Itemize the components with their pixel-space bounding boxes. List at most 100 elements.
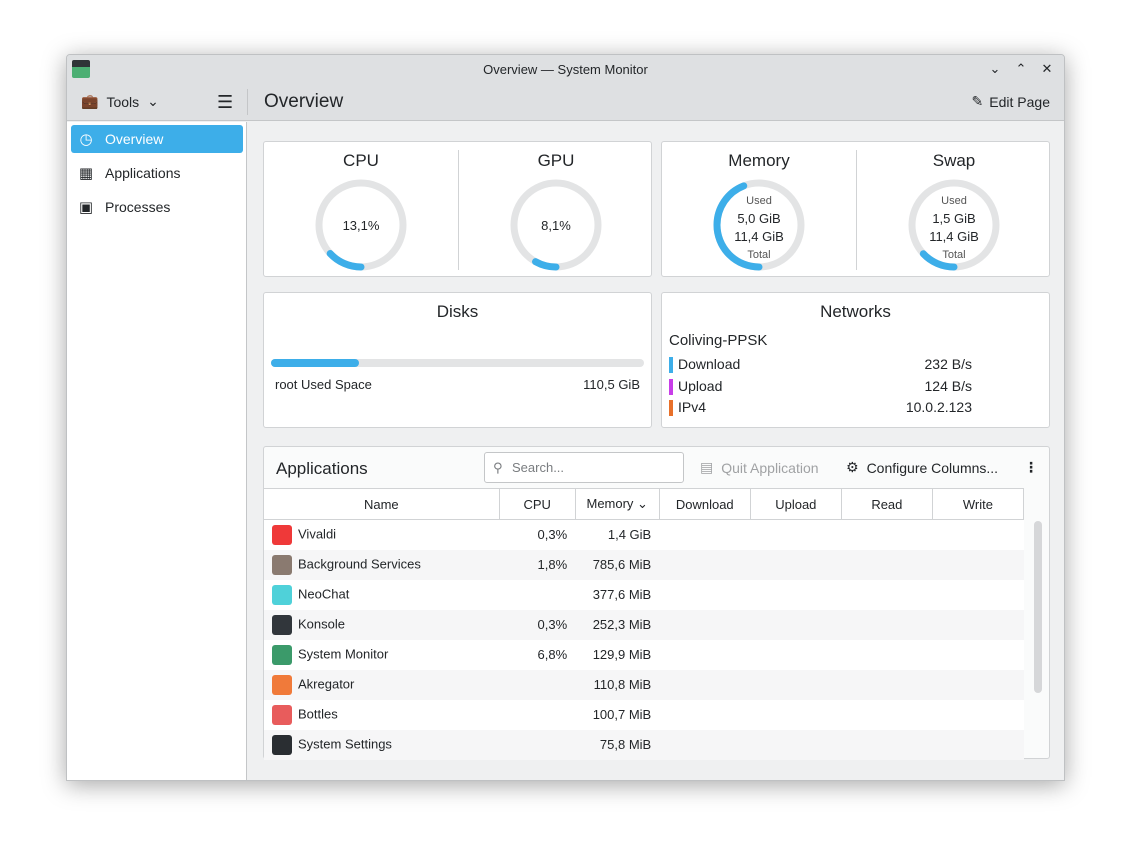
page-title: Overview — [264, 91, 344, 112]
memory-used: 5,0 GiB — [737, 211, 781, 226]
memory-gauge: Memory Used 5,0 GiB 11,4 GiB Total — [662, 142, 856, 277]
cpu-title: CPU — [343, 151, 379, 170]
window: Overview — System Monitor ⌄ ⌃ ✕ 💼 Tools … — [66, 54, 1065, 781]
column-header-download[interactable]: Download — [659, 488, 751, 520]
sidebar-item-applications[interactable]: ▦ Applications — [71, 159, 243, 187]
column-header-memory[interactable]: Memory ⌄ — [575, 488, 660, 520]
app-memory: 100,7 MiB — [592, 707, 652, 722]
applications-card: Applications ⚲ Search... ▤ Quit Applicatio… — [263, 446, 1050, 760]
app-name-text: Bottles — [298, 705, 338, 721]
row-value: 10.0.2.123 — [905, 399, 972, 415]
sidebar-item-label: Processes — [105, 199, 171, 215]
app-name: Bottles — [264, 700, 499, 730]
quit-application-button[interactable]: ▤ Quit Application — [700, 459, 819, 476]
app-memory: 110,8 MiB — [575, 669, 660, 700]
total-label: Total — [747, 249, 771, 261]
window-title: Overview — System Monitor — [483, 61, 648, 77]
app-name: Vivaldi — [264, 520, 499, 550]
disk-label: root Used Space — [275, 377, 372, 392]
memory-total: 11,4 GiB — [734, 229, 784, 244]
app-cpu: 0,3% — [537, 527, 568, 543]
app-name: System Settings — [264, 729, 500, 760]
app-cpu — [499, 729, 576, 760]
grid-icon: ▦ — [78, 165, 94, 182]
cpu-gpu-card: CPU 13,1% GPU 8,1% — [263, 141, 652, 277]
swap-title: Swap — [932, 151, 976, 170]
terminal-window-icon: ▣ — [78, 199, 94, 216]
gauge-fill — [315, 179, 407, 271]
app-memory: 129,9 MiB — [592, 647, 652, 662]
search-input[interactable]: ⚲ Search... — [484, 452, 684, 483]
scrollbar[interactable] — [1034, 521, 1042, 693]
disks-card: Disks root Used Space 110,5 GiB — [263, 292, 652, 428]
tools-menu-button[interactable]: 💼 Tools ⌄ — [81, 93, 159, 110]
app-icon — [272, 704, 292, 725]
gauge-fill — [908, 179, 1000, 271]
networks-title: Networks — [820, 302, 891, 321]
app-name-text: Background Services — [298, 555, 421, 571]
app-icon — [272, 584, 292, 605]
memory-title: Memory — [728, 151, 790, 170]
used-label: Used — [941, 195, 967, 207]
app-icon — [272, 674, 292, 695]
chevron-down-icon: ⌄ — [147, 93, 159, 109]
sidebar-item-overview[interactable]: ◷ Overview — [71, 125, 243, 153]
table-row[interactable]: Vivaldi 0,3% 1,4 GiB — [264, 520, 1024, 550]
search-icon: ⚲ — [493, 460, 503, 475]
column-header-write[interactable]: Write — [932, 488, 1025, 520]
app-cpu — [499, 669, 576, 700]
more-options-icon[interactable]: ⋮ — [1024, 459, 1038, 475]
app-icon — [272, 554, 292, 575]
table-row[interactable]: Background Services 1,8% 785,6 MiB — [264, 549, 1024, 580]
cpu-ring — [315, 179, 407, 271]
table-row[interactable]: Konsole 0,3% 252,3 MiB — [264, 609, 1024, 640]
sidebar-item-processes[interactable]: ▣ Processes — [71, 193, 243, 221]
app-name-text: System Monitor — [298, 645, 389, 661]
table-row[interactable]: System Monitor 6,8% 129,9 MiB — [264, 640, 1024, 670]
column-header-upload[interactable]: Upload — [750, 488, 842, 520]
applications-title: Applications — [276, 459, 368, 478]
configure-label: Configure Columns... — [866, 459, 999, 476]
sidebar: ◷ Overview ▦ Applications ▣ Processes — [67, 122, 247, 780]
toolbox-icon: 💼 — [81, 93, 99, 109]
swap-used: 1,5 GiB — [932, 211, 976, 226]
table-row[interactable]: Bottles 100,7 MiB — [264, 700, 1024, 730]
app-icon — [272, 644, 292, 665]
gpu-ring — [510, 179, 602, 271]
row-value: 232 B/s — [924, 356, 972, 372]
system-monitor-icon — [72, 60, 90, 78]
total-label: Total — [942, 249, 966, 261]
applications-table: Name CPU Memory ⌄ Download Upload Read Write V… — [264, 488, 1025, 760]
toolbar: 💼 Tools ⌄ ☰ Overview ✎ Edit Page — [67, 83, 1064, 121]
network-row-upload: Upload 124 B/s — [669, 378, 972, 396]
close-button[interactable]: ✕ — [1041, 61, 1053, 76]
gauge-fill — [510, 179, 602, 271]
edit-page-button[interactable]: ✎ Edit Page — [972, 93, 1050, 110]
app-icon — [272, 734, 292, 755]
minimize-button[interactable]: ⌄ — [989, 61, 1001, 76]
sliders-icon: ⚙ — [846, 459, 859, 475]
disks-title: Disks — [436, 302, 479, 321]
maximize-button[interactable]: ⌃ — [1015, 61, 1027, 76]
column-header-name[interactable]: Name — [264, 488, 500, 520]
quit-label: Quit Application — [721, 459, 819, 476]
table-row[interactable]: System Settings 75,8 MiB — [264, 729, 1024, 760]
column-header-cpu[interactable]: CPU — [499, 488, 576, 520]
memory-swap-card: Memory Used 5,0 GiB 11,4 GiB Total Swap Use… — [661, 141, 1050, 277]
app-memory: 75,8 MiB — [575, 729, 660, 760]
sidebar-item-label: Overview — [105, 131, 164, 147]
row-label: Download — [678, 356, 741, 372]
app-name-text: System Settings — [298, 735, 392, 751]
hamburger-menu-icon[interactable]: ☰ — [217, 92, 234, 112]
table-row[interactable]: Akregator 110,8 MiB — [264, 669, 1024, 700]
app-name-text: Vivaldi — [298, 526, 337, 542]
configure-columns-button[interactable]: ⚙ Configure Columns... — [846, 459, 998, 476]
table-row[interactable]: NeoChat 377,6 MiB — [264, 580, 1024, 610]
networks-card: Networks Coliving-PPSK Download 232 B/s U… — [661, 292, 1050, 428]
swap-gauge: Swap Used 1,5 GiB 11,4 GiB Total — [857, 142, 1051, 277]
memory-ring — [713, 179, 805, 271]
swap-ring — [908, 179, 1000, 271]
app-cpu: 0,3% — [499, 609, 576, 640]
column-header-read[interactable]: Read — [841, 488, 933, 520]
sidebar-item-label: Applications — [105, 165, 181, 181]
